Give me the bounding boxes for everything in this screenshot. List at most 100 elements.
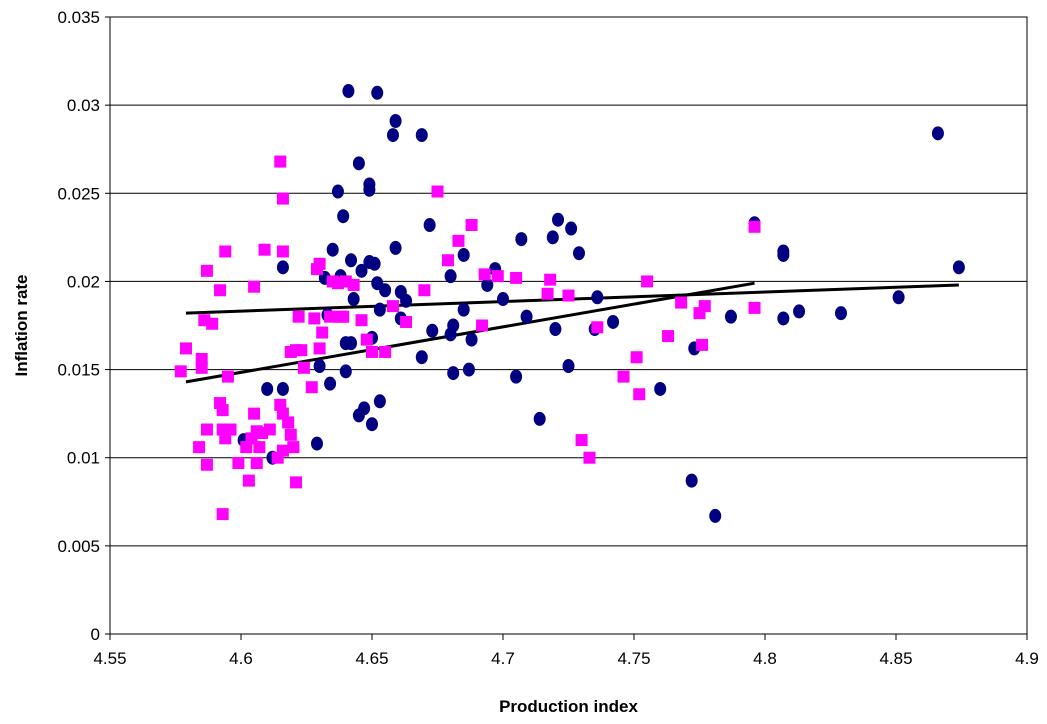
data-point bbox=[292, 310, 305, 323]
data-point bbox=[457, 247, 470, 262]
data-point bbox=[444, 327, 457, 342]
data-point bbox=[431, 185, 444, 198]
data-point bbox=[313, 359, 326, 374]
data-point bbox=[698, 300, 711, 313]
data-point bbox=[685, 473, 698, 488]
data-point bbox=[214, 284, 227, 297]
data-point bbox=[452, 234, 465, 247]
data-point bbox=[617, 370, 630, 383]
x-axis-title: Production index bbox=[499, 697, 638, 716]
data-point bbox=[316, 326, 329, 339]
data-point bbox=[931, 126, 944, 141]
data-point bbox=[297, 361, 310, 374]
data-point bbox=[371, 85, 384, 100]
data-point bbox=[324, 310, 337, 323]
data-point bbox=[520, 309, 533, 324]
data-point bbox=[366, 417, 378, 432]
data-point bbox=[441, 254, 454, 267]
data-point bbox=[591, 321, 604, 334]
data-point bbox=[607, 314, 620, 329]
data-point bbox=[274, 155, 287, 168]
data-point bbox=[232, 457, 245, 470]
data-point bbox=[389, 240, 402, 255]
data-point bbox=[326, 242, 339, 257]
data-point bbox=[478, 268, 491, 281]
data-point bbox=[724, 309, 737, 324]
x-tick-label: 4.6 bbox=[229, 649, 253, 668]
data-point bbox=[179, 342, 192, 355]
data-point bbox=[242, 474, 255, 487]
data-point bbox=[261, 381, 274, 396]
data-point bbox=[675, 296, 688, 309]
data-points bbox=[174, 84, 965, 523]
y-tick-label: 0 bbox=[91, 625, 100, 644]
data-point bbox=[386, 128, 399, 143]
data-point bbox=[510, 271, 523, 284]
data-point bbox=[200, 264, 213, 277]
data-point bbox=[284, 428, 297, 441]
data-point bbox=[195, 352, 208, 365]
data-point bbox=[200, 458, 213, 471]
data-point bbox=[219, 245, 232, 258]
x-tick-label: 4.8 bbox=[753, 649, 777, 668]
data-point bbox=[546, 230, 559, 245]
data-point bbox=[200, 423, 213, 436]
data-point bbox=[465, 219, 478, 232]
data-point bbox=[345, 336, 358, 351]
data-point bbox=[342, 84, 355, 99]
data-point bbox=[347, 292, 360, 307]
data-point bbox=[310, 436, 323, 451]
data-point bbox=[253, 441, 266, 454]
data-point bbox=[355, 263, 368, 278]
x-tick-label: 4.85 bbox=[879, 649, 912, 668]
data-point bbox=[549, 322, 562, 337]
data-point bbox=[224, 423, 237, 436]
data-point bbox=[457, 302, 470, 317]
data-point bbox=[748, 220, 761, 233]
y-tick-label: 0.03 bbox=[67, 96, 100, 115]
data-point bbox=[565, 221, 578, 236]
x-tick-label: 4.75 bbox=[617, 649, 650, 668]
data-point bbox=[415, 350, 428, 365]
y-tick-label: 0.01 bbox=[67, 449, 100, 468]
data-point bbox=[313, 257, 326, 270]
x-axis-ticks: 4.55 4.6 4.65 4.7 4.75 4.8 4.85 4.9 bbox=[93, 634, 1039, 668]
data-point bbox=[709, 508, 722, 523]
data-point bbox=[426, 323, 439, 338]
gridlines bbox=[110, 16, 1027, 635]
data-point bbox=[834, 306, 847, 321]
data-point bbox=[481, 277, 494, 292]
data-point bbox=[366, 345, 378, 358]
data-point bbox=[575, 434, 588, 447]
data-point bbox=[276, 245, 289, 258]
data-point bbox=[276, 444, 289, 457]
data-point bbox=[258, 243, 271, 256]
data-point bbox=[352, 156, 365, 171]
data-point bbox=[641, 275, 654, 288]
x-tick-label: 4.9 bbox=[1015, 649, 1039, 668]
y-tick-label: 0.025 bbox=[57, 184, 100, 203]
data-point bbox=[541, 287, 554, 300]
trendline-2 bbox=[185, 281, 755, 384]
data-point bbox=[331, 184, 344, 199]
data-point bbox=[193, 441, 206, 454]
data-point bbox=[308, 312, 321, 325]
x-tick-label: 4.7 bbox=[491, 649, 515, 668]
y-tick-label: 0.02 bbox=[67, 272, 100, 291]
data-point bbox=[339, 364, 352, 379]
data-point bbox=[510, 369, 523, 384]
data-point bbox=[295, 344, 308, 357]
data-point bbox=[515, 232, 528, 247]
data-point bbox=[389, 114, 402, 129]
data-point bbox=[572, 246, 585, 261]
series-square-points bbox=[174, 155, 761, 521]
data-point bbox=[562, 359, 575, 374]
y-axis-ticks: 0 0.005 0.01 0.015 0.02 0.025 0.03 0.035 bbox=[57, 8, 110, 644]
data-point bbox=[633, 388, 646, 401]
data-point bbox=[360, 333, 373, 346]
data-point bbox=[276, 192, 289, 205]
data-point bbox=[368, 256, 381, 271]
data-point bbox=[793, 304, 806, 319]
data-point bbox=[465, 332, 478, 347]
